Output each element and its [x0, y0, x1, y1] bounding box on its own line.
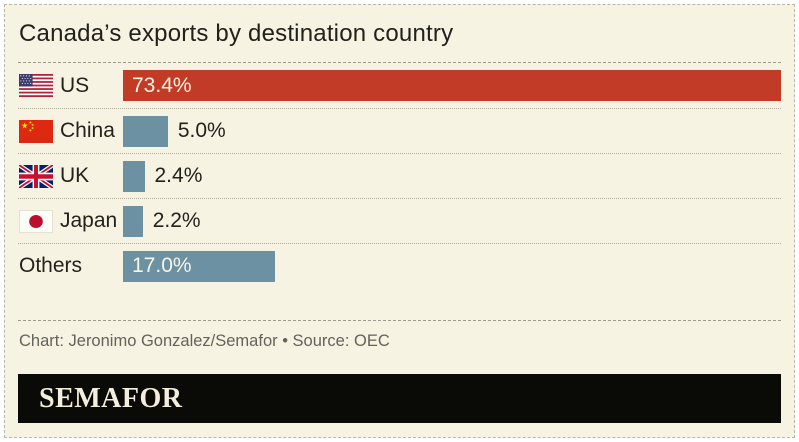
row-label-group: UK: [18, 164, 123, 188]
row-label-group: Others: [18, 254, 123, 278]
bar-track: 17.0%: [123, 244, 781, 288]
bar: 73.4%: [123, 70, 781, 101]
row-label-group: China: [18, 119, 123, 143]
row-label-group: US: [18, 74, 123, 98]
chart-card: Canada’s exports by destination country …: [4, 4, 795, 438]
bar-value: 2.2%: [152, 209, 201, 232]
bar: [123, 205, 143, 237]
bar: [123, 160, 145, 192]
us-flag-icon: [19, 74, 53, 97]
semafor-logo-bar: SEMAFOR: [18, 374, 781, 423]
bar-track: 73.4%: [123, 63, 781, 108]
bar: [123, 115, 168, 147]
bar-value: 5.0%: [177, 119, 226, 142]
jp-flag-icon: [19, 209, 53, 233]
spacer: [18, 288, 781, 320]
chart-row: Others 17.0%: [18, 243, 781, 288]
bar: 17.0%: [123, 250, 276, 282]
country-label: UK: [60, 164, 90, 187]
chart-row: US 73.4%: [18, 63, 781, 108]
bar-value: 17.0%: [132, 254, 192, 277]
bar-track: 2.2%: [123, 199, 781, 243]
chart-row: UK 2.4%: [18, 153, 781, 198]
bar-value: 2.4%: [154, 164, 203, 187]
footer-separator: [18, 320, 781, 321]
chart-title: Canada’s exports by destination country: [19, 20, 454, 47]
chart-credit: Chart: Jeronimo Gonzalez/Semafor • Sourc…: [19, 332, 390, 350]
bar-track: 5.0%: [123, 109, 781, 153]
country-label: US: [60, 73, 90, 97]
bar-value: 73.4%: [132, 73, 192, 97]
chart-rows: US 73.4% China 5.0%: [18, 63, 781, 288]
cn-flag-icon: [19, 119, 53, 143]
row-label-group: Japan: [18, 209, 123, 233]
uk-flag-icon: [19, 164, 53, 188]
country-label: China: [60, 119, 115, 142]
chart-row: China 5.0%: [18, 108, 781, 153]
chart-row: Japan 2.2%: [18, 198, 781, 243]
title-separator: [18, 62, 781, 63]
semafor-logo: SEMAFOR: [39, 382, 183, 414]
country-label: Others: [19, 254, 83, 277]
country-label: Japan: [60, 209, 118, 232]
bar-track: 2.4%: [123, 154, 781, 198]
